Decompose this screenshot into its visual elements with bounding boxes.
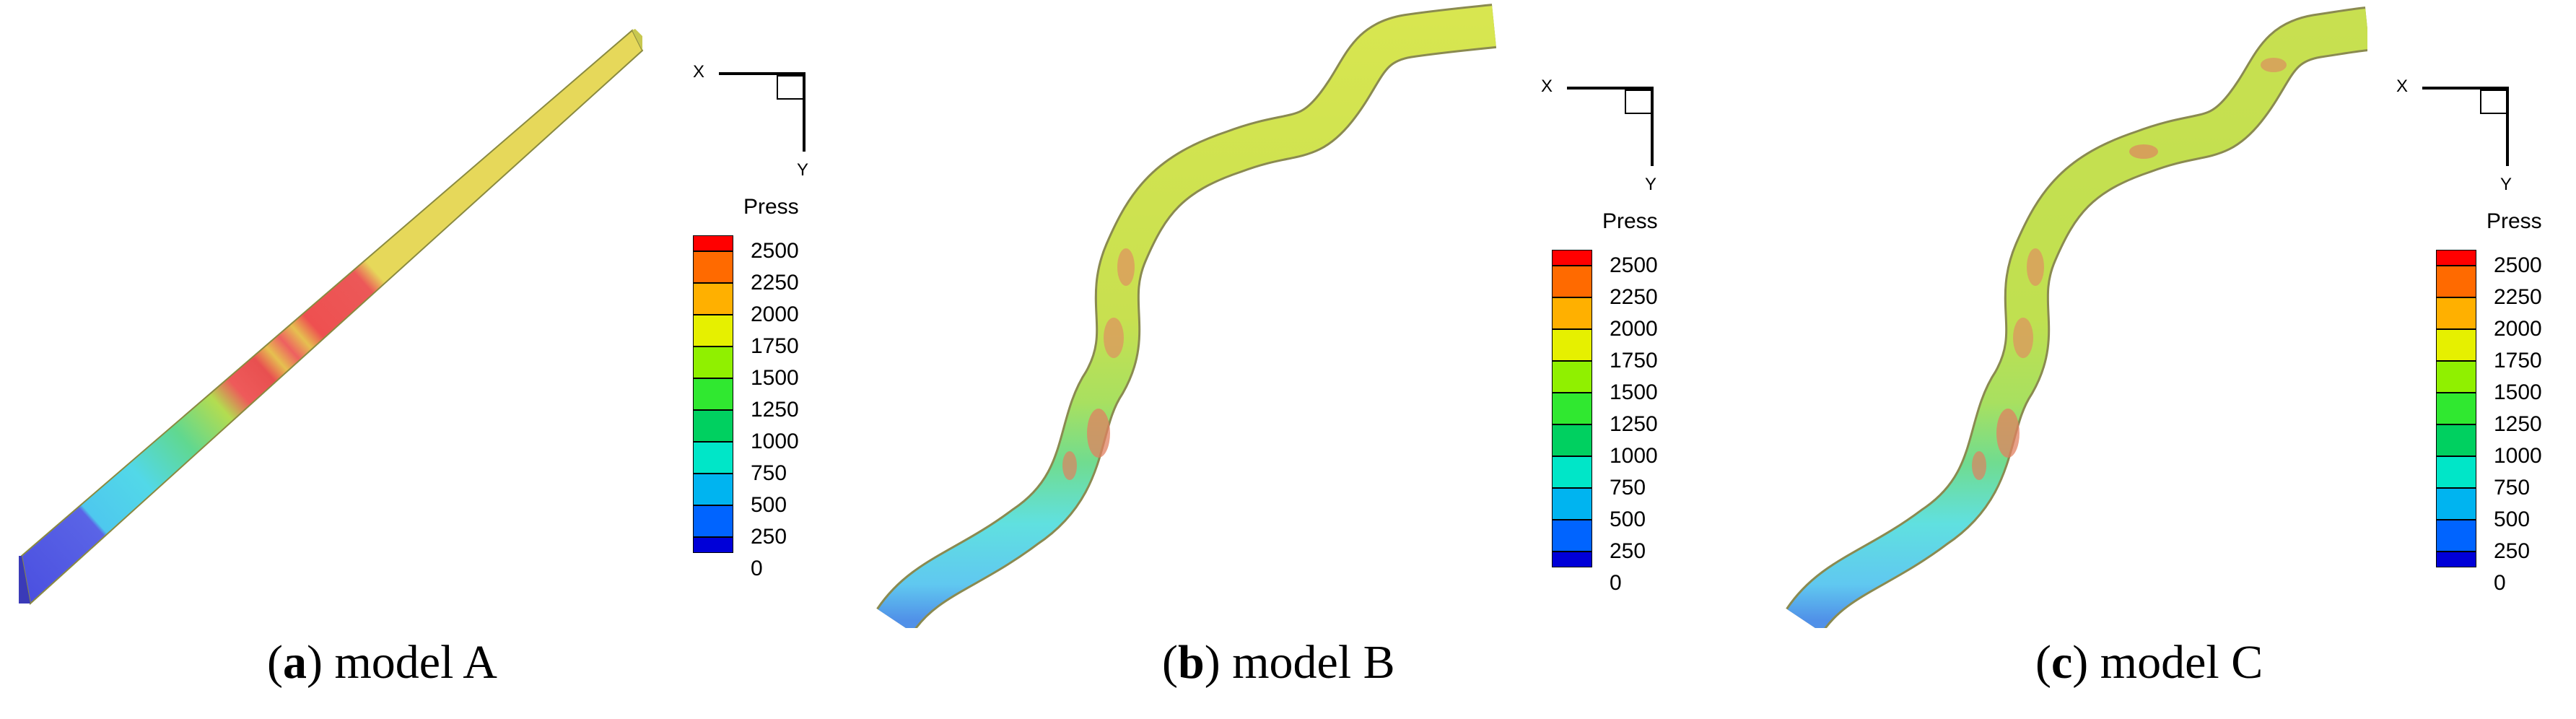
legend-tick: 2500 xyxy=(1610,253,1658,277)
legend-tick: 2000 xyxy=(751,302,799,326)
axis-x-label: X xyxy=(1541,77,1553,96)
legend-tick: 750 xyxy=(2494,476,2531,500)
legend-swatch xyxy=(1552,424,1592,456)
legend-tick: 250 xyxy=(751,525,787,549)
legend-tick: 1250 xyxy=(751,398,799,422)
axis-y-label: Y xyxy=(1645,175,1657,194)
axis-z-box xyxy=(2480,90,2507,114)
caption-model-b: (b) model B xyxy=(1162,636,1395,689)
axis-triad: X Y xyxy=(1541,65,1656,194)
legend-swatch xyxy=(1552,361,1592,393)
legend-swatch xyxy=(2436,393,2476,424)
legend-swatch xyxy=(693,347,733,378)
legend-tick: 1250 xyxy=(2494,412,2542,436)
legend-tick: 1000 xyxy=(1610,444,1658,468)
axis-y-line xyxy=(1651,87,1654,166)
legend-swatch xyxy=(693,474,733,505)
axis-triad: X Y xyxy=(2396,65,2512,194)
axis-x-label: X xyxy=(2396,77,2409,96)
legend-tick: 1750 xyxy=(2494,349,2542,372)
legend-swatch xyxy=(1552,488,1592,520)
legend-tick: 0 xyxy=(1610,571,1622,595)
legend-title: Press xyxy=(743,195,799,219)
legend-tick: 2250 xyxy=(751,271,799,295)
axis-x-label: X xyxy=(693,62,705,82)
legend-swatch xyxy=(2436,250,2476,266)
legend-tick: 1750 xyxy=(1610,349,1658,372)
legend-tick: 1000 xyxy=(2494,444,2542,468)
legend-tick: 1500 xyxy=(751,366,799,390)
legend-tick: 1000 xyxy=(751,430,799,453)
legend-tick: 2000 xyxy=(2494,317,2542,341)
axis-y-label: Y xyxy=(2500,175,2512,194)
legend-tick: 2250 xyxy=(1610,285,1658,309)
axis-y-label: Y xyxy=(797,160,809,180)
legend-swatch xyxy=(693,505,733,537)
axis-x-line xyxy=(719,72,805,75)
legend-tick: 500 xyxy=(2494,507,2531,531)
legend-swatch xyxy=(693,442,733,474)
pressure-legend: Press 2500 2250 2000 1750 1500 1250 1000… xyxy=(2436,209,2573,614)
axis-y-line xyxy=(803,72,805,152)
legend-swatch xyxy=(693,315,733,347)
pipe-contour-model-c xyxy=(1786,6,2367,628)
legend-swatch xyxy=(1552,297,1592,329)
legend-swatch xyxy=(1552,250,1592,266)
caption-model-c: (c) model C xyxy=(2035,636,2263,689)
legend-swatch xyxy=(693,378,733,410)
legend-title: Press xyxy=(1602,209,1658,233)
caption-model-a: (a) model A xyxy=(267,636,497,689)
legend-tick: 1750 xyxy=(751,334,799,358)
legend-tick: 0 xyxy=(751,557,763,580)
legend-swatch xyxy=(2436,424,2476,456)
legend-swatch xyxy=(2436,297,2476,329)
legend-swatch xyxy=(1552,329,1592,361)
panel-model-a: X Y Press 2500 2250 2000 1750 1500 1250 … xyxy=(0,0,859,719)
legend-tick: 750 xyxy=(1610,476,1646,500)
legend-swatch xyxy=(1552,552,1592,567)
legend-swatch xyxy=(2436,456,2476,488)
pipe-contour-model-b xyxy=(876,4,1497,628)
axis-z-box xyxy=(1625,90,1652,114)
legend-tick: 500 xyxy=(1610,507,1646,531)
legend-tick: 2000 xyxy=(1610,317,1658,341)
legend-tick: 750 xyxy=(751,461,787,485)
legend-swatch xyxy=(2436,552,2476,567)
legend-tick: 250 xyxy=(1610,539,1646,563)
pressure-legend: Press 2500 2250 2000 1750 1500 1250 1000… xyxy=(1552,209,1696,614)
legend-tick: 250 xyxy=(2494,539,2531,563)
panel-model-c: X Y Press 2500 2250 2000 1750 1500 1250 … xyxy=(1718,0,2576,719)
legend-swatch xyxy=(1552,393,1592,424)
axis-z-box xyxy=(777,75,804,100)
legend-swatch xyxy=(693,537,733,553)
legend-tick: 500 xyxy=(751,493,787,517)
legend-swatch xyxy=(693,235,733,251)
legend-swatch xyxy=(693,410,733,442)
legend-tick: 1500 xyxy=(1610,380,1658,404)
legend-swatch xyxy=(1552,266,1592,297)
legend-swatch xyxy=(693,251,733,283)
legend-tick: 2500 xyxy=(751,239,799,263)
axis-triad: X Y xyxy=(693,51,808,180)
panel-model-b: X Y Press 2500 2250 2000 1750 1500 1250 … xyxy=(859,0,1718,719)
legend-swatch xyxy=(1552,520,1592,552)
legend-tick: 0 xyxy=(2494,571,2506,595)
axis-y-line xyxy=(2506,87,2509,166)
legend-tick: 2500 xyxy=(2494,253,2542,277)
legend-swatch xyxy=(2436,520,2476,552)
legend-tick: 2250 xyxy=(2494,285,2542,309)
pipe-contour-model-a xyxy=(19,29,644,605)
legend-tick: 1250 xyxy=(1610,412,1658,436)
axis-x-line xyxy=(2422,87,2509,90)
pressure-legend: Press 2500 2250 2000 1750 1500 1250 1000… xyxy=(693,195,837,599)
legend-swatch xyxy=(2436,329,2476,361)
legend-tick: 1500 xyxy=(2494,380,2542,404)
legend-swatch xyxy=(693,283,733,315)
legend-swatch xyxy=(2436,488,2476,520)
legend-swatch xyxy=(1552,456,1592,488)
legend-swatch xyxy=(2436,361,2476,393)
axis-x-line xyxy=(1567,87,1654,90)
legend-title: Press xyxy=(2487,209,2542,233)
legend-swatch xyxy=(2436,266,2476,297)
